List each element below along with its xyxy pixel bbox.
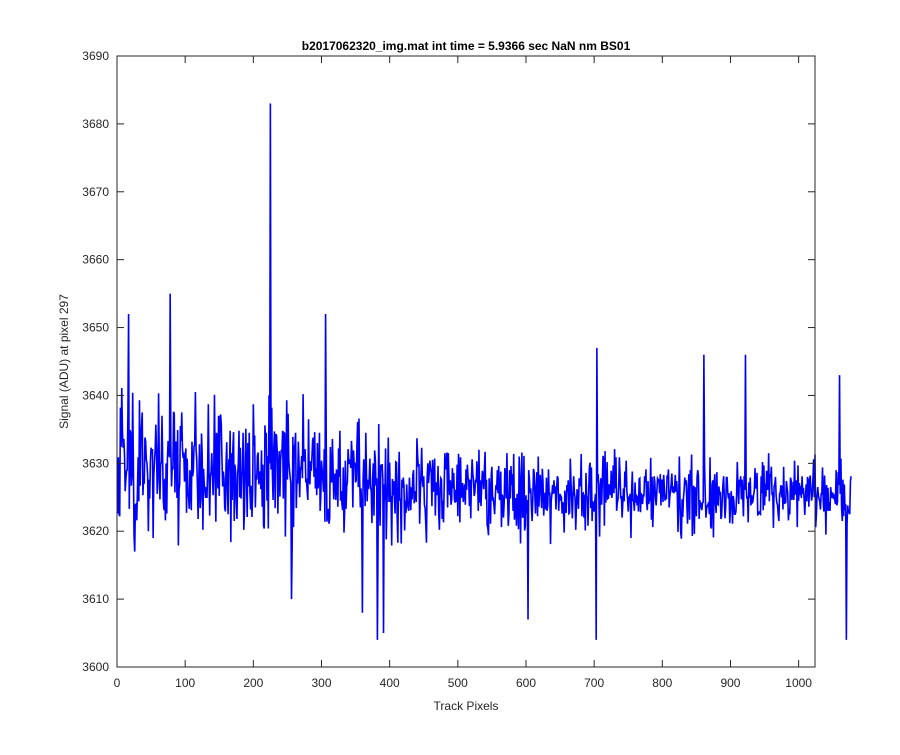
axes-box (116, 55, 816, 668)
x-tick-label: 500 (448, 676, 468, 690)
y-tick-label: 3610 (82, 592, 109, 606)
y-tick-label: 3630 (82, 456, 109, 470)
y-tick-label: 3670 (82, 185, 109, 199)
x-tick-label: 900 (720, 676, 740, 690)
y-axis-ticks: 3600 3610 3620 3630 3640 3650 3660 3670 3680 3690 (82, 49, 815, 674)
x-tick-label: 300 (311, 676, 331, 690)
x-tick-label: 700 (584, 676, 604, 690)
x-axis-ticks: 0 100 200 300 400 500 600 700 800 900 1000 (114, 56, 812, 690)
x-tick-label: 0 (114, 676, 121, 690)
series-line-0 (116, 103, 852, 640)
y-axis-title: Signal (ADU) at pixel 297 (57, 294, 71, 429)
y-tick-label: 3680 (82, 117, 109, 131)
x-tick-label: 1000 (785, 676, 812, 690)
x-axis-title: Track Pixels (434, 699, 499, 713)
x-tick-label: 600 (516, 676, 536, 690)
y-tick-label: 3640 (82, 388, 109, 402)
x-tick-label: 800 (652, 676, 672, 690)
y-tick-label: 3650 (82, 321, 109, 335)
y-tick-label: 3660 (82, 253, 109, 267)
y-tick-label: 3600 (82, 660, 109, 674)
x-tick-label: 100 (175, 676, 195, 690)
plot-area (117, 56, 815, 667)
y-tick-label: 3620 (82, 524, 109, 538)
chart-title: b2017062320_img.mat int time = 5.9366 se… (302, 39, 631, 53)
x-tick-label: 200 (243, 676, 263, 690)
series-layer (116, 103, 852, 640)
y-tick-label: 3690 (82, 49, 109, 63)
x-tick-label: 400 (380, 676, 400, 690)
